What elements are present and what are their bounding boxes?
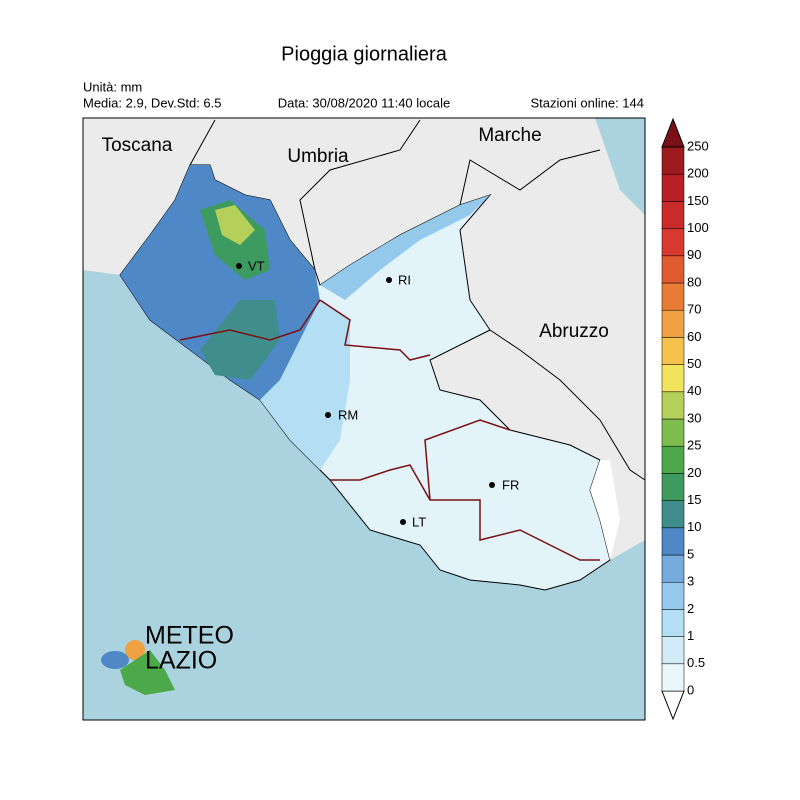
colorbar-bin (661, 391, 685, 420)
colorbar-bin (661, 609, 685, 637)
city-dot (386, 277, 392, 283)
sea (595, 118, 645, 215)
colorbar-label: 25 (687, 438, 701, 453)
colorbar-bin (661, 554, 685, 583)
colorbar-bin (661, 364, 685, 393)
logo-sun (125, 640, 145, 660)
colorbar-bin (661, 473, 685, 501)
rain-area (200, 300, 280, 380)
region-label: Marche (478, 125, 541, 146)
rain-area (320, 195, 490, 300)
colorbar-label: 2 (687, 601, 694, 616)
logo-shape (120, 650, 175, 695)
colorbar-label: 60 (687, 329, 701, 344)
border (189, 119, 216, 166)
colorbar-bin (661, 146, 685, 175)
colorbar-bin (661, 581, 685, 610)
sea (83, 270, 645, 720)
city-dot (236, 263, 242, 269)
colorbar-label: 20 (687, 465, 701, 480)
city-dot (489, 482, 495, 488)
title: Pioggia giornaliera (281, 43, 448, 65)
logo: METEO LAZIO (101, 622, 234, 695)
no-rain (590, 460, 620, 560)
city-label: RI (398, 272, 411, 287)
stations: Stazioni online: 144 (531, 95, 644, 110)
colorbar-label: 250 (687, 138, 709, 153)
colorbar-bin (661, 228, 685, 257)
logo-text: METEO (145, 622, 234, 650)
province-border (319, 299, 431, 361)
colorbar-label: 90 (687, 247, 701, 262)
logo-cloud (101, 651, 129, 669)
city-label: VT (248, 258, 265, 273)
colorbar-label: 15 (687, 492, 701, 507)
city-dot (325, 412, 331, 418)
colorbar-label: 0.5 (687, 655, 705, 670)
colorbar-bin (661, 201, 685, 229)
province-border (330, 464, 600, 561)
colorbar-label: 30 (687, 410, 701, 425)
colorbar-bin (661, 282, 685, 311)
colorbar-label: 50 (687, 356, 701, 371)
colorbar-label: 150 (687, 193, 709, 208)
colorbar-bin (661, 527, 685, 556)
colorbar-label: 0 (687, 682, 694, 697)
colorbar-below (661, 690, 685, 721)
frame (82, 117, 646, 721)
colorbar: 0 0.5 1 2 3 5 10 15 20 25 30 40 50 60 70 80 90 100 150 200 2… (661, 117, 709, 721)
region-label: Toscana (102, 135, 173, 156)
city-label: RM (338, 407, 358, 422)
logo-text: LAZIO (145, 647, 217, 675)
date: Data: 30/08/2020 11:40 locale (278, 95, 451, 110)
colorbar-bin (661, 418, 685, 447)
city-dot (400, 519, 406, 525)
colorbar-label: 1 (687, 628, 694, 643)
province-border (424, 419, 511, 501)
map: VT RI RM FR LT Toscana Umbria Marche Abr… (82, 117, 646, 721)
border (489, 329, 646, 481)
colorbar-bin (661, 636, 685, 665)
colorbar-label: 100 (687, 220, 709, 235)
province-border (179, 299, 321, 341)
colorbar-bin (661, 500, 685, 529)
colorbar-label: 200 (687, 166, 709, 181)
city-label: LT (412, 514, 426, 529)
city-label: FR (502, 477, 519, 492)
stats: Media: 2.9, Dev.Std: 6.5 (83, 95, 222, 110)
border (299, 119, 421, 271)
colorbar-bin (661, 337, 685, 365)
colorbar-label: 3 (687, 574, 694, 589)
colorbar-label: 5 (687, 546, 694, 561)
colorbar-bin (661, 173, 685, 202)
colorbar-bin (661, 663, 685, 692)
border (459, 149, 601, 206)
colorbar-label: 80 (687, 274, 701, 289)
colorbar-label: 70 (687, 302, 701, 317)
colorbar-label: 10 (687, 519, 701, 534)
colorbar-label: 40 (687, 383, 701, 398)
colorbar-bin (661, 445, 685, 474)
rain-area (215, 205, 255, 245)
unit: Unità: mm (83, 79, 142, 94)
colorbar-above (661, 117, 685, 148)
rain-area (260, 300, 350, 470)
colorbar-bin (661, 309, 685, 338)
region-label: Umbria (287, 146, 349, 167)
region-label: Abruzzo (539, 321, 609, 342)
colorbar-bin (661, 255, 685, 284)
